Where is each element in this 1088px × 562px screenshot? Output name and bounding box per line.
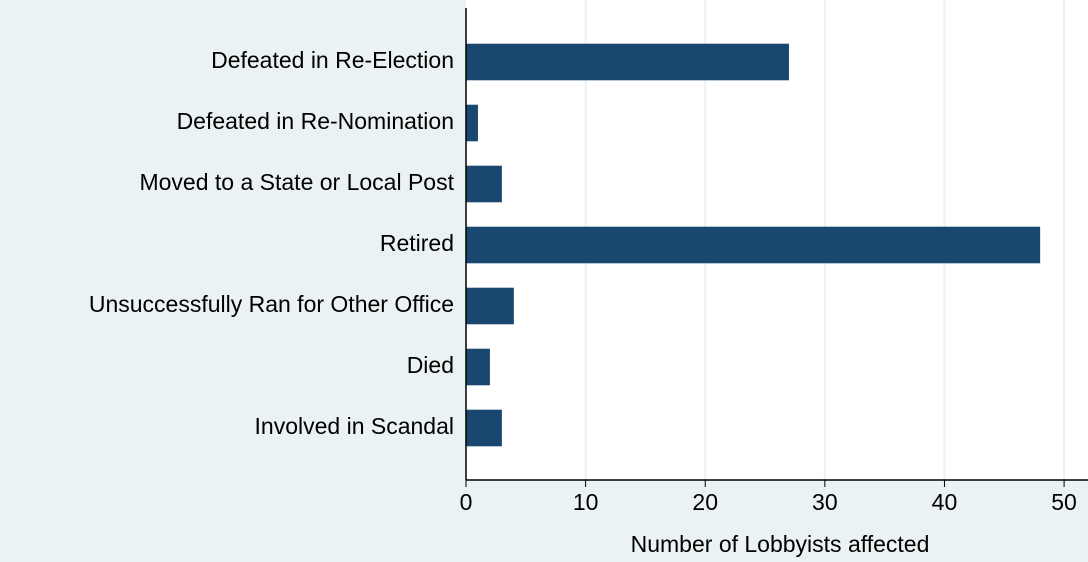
bar xyxy=(466,348,490,386)
y-tick-label: Retired xyxy=(380,230,454,256)
bar xyxy=(466,287,514,325)
bar xyxy=(466,409,502,447)
x-tick-label: 30 xyxy=(812,489,838,515)
x-axis-title: Number of Lobbyists affected xyxy=(631,531,930,557)
y-tick-label: Moved to a State or Local Post xyxy=(139,169,454,195)
x-tick-label: 40 xyxy=(932,489,958,515)
bar xyxy=(466,104,478,142)
y-tick-label: Involved in Scandal xyxy=(255,413,454,439)
bar xyxy=(466,226,1041,264)
y-tick-label: Defeated in Re-Nomination xyxy=(177,108,454,134)
x-tick-label: 10 xyxy=(573,489,599,515)
bar xyxy=(466,43,789,81)
x-tick-label: 0 xyxy=(460,489,473,515)
x-tick-label: 20 xyxy=(692,489,718,515)
y-tick-label: Unsuccessfully Ran for Other Office xyxy=(89,291,454,317)
y-tick-label: Defeated in Re-Election xyxy=(211,47,454,73)
y-tick-label: Died xyxy=(407,352,454,378)
x-tick-label: 50 xyxy=(1051,489,1077,515)
bar xyxy=(466,165,502,203)
